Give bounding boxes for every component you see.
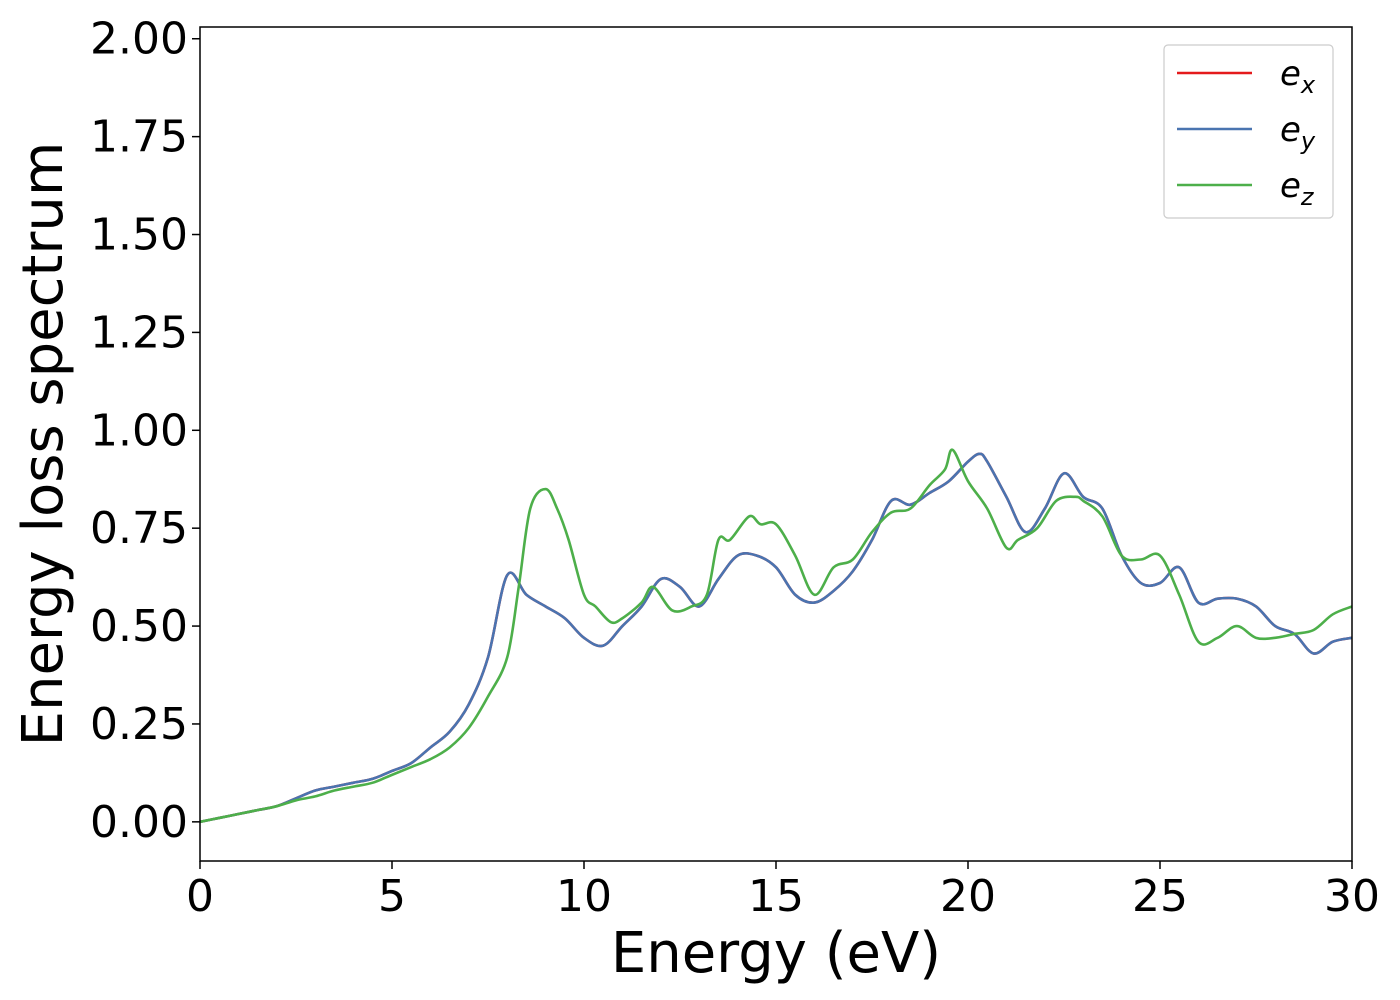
y-tick-label: 1.25 xyxy=(90,307,188,358)
x-tick-label: 30 xyxy=(1324,871,1380,922)
legend-label-y: ey xyxy=(1280,110,1316,155)
x-tick-label: 10 xyxy=(556,871,612,922)
legend-box xyxy=(1163,44,1334,219)
legend: ex ey ez xyxy=(1163,44,1334,219)
y-tick-label: 0.00 xyxy=(90,797,188,848)
y-tick-label: 1.00 xyxy=(90,405,188,456)
y-tick-label: 1.75 xyxy=(90,112,188,163)
x-tick-label: 25 xyxy=(1132,871,1188,922)
x-tick-label: 0 xyxy=(186,871,214,922)
y-tick-label: 0.25 xyxy=(90,699,188,750)
y-tick-label: 1.50 xyxy=(90,210,188,261)
series-line-y xyxy=(200,452,1352,824)
x-tick-label: 15 xyxy=(748,871,804,922)
legend-label-x: ex xyxy=(1280,54,1316,99)
y-tick-label: 0.50 xyxy=(90,601,188,652)
x-tick-label: 5 xyxy=(378,871,406,922)
legend-items: ex ey ez xyxy=(1177,54,1316,211)
y-tick-label: 0.75 xyxy=(90,503,188,554)
series-line-x xyxy=(200,452,1352,824)
series-layer xyxy=(200,448,1352,824)
series-line-z xyxy=(200,448,1352,824)
y-axis-title: Energy loss spectrum xyxy=(11,142,76,747)
legend-label-z: ez xyxy=(1280,166,1315,211)
ticks-layer: 0 5 10 15 20 25 30 0.00 0.25 0.50 0.75 1.00 1.25 1.50… xyxy=(90,14,1380,922)
x-tick-label: 20 xyxy=(940,871,996,922)
y-tick-label: 2.00 xyxy=(90,14,188,65)
x-axis-title: Energy (eV) xyxy=(611,921,941,986)
